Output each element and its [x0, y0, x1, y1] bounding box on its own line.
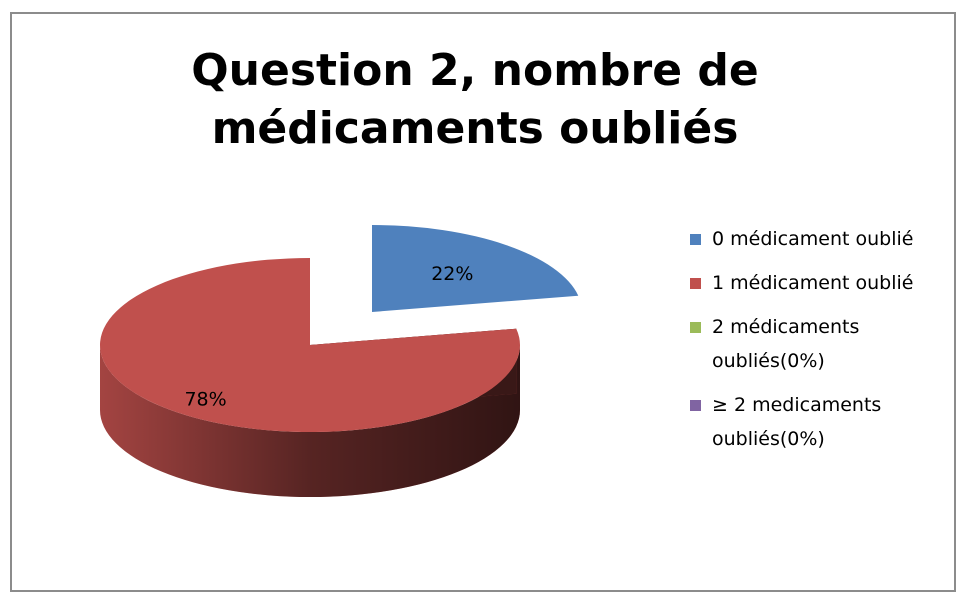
data-label: 78%	[184, 388, 226, 410]
legend-item: ≥ 2 medicaments oubliés(0%)	[690, 388, 922, 456]
legend-label: 1 médicament oublié	[712, 272, 914, 294]
legend-label: ≥ 2 medicaments oubliés(0%)	[712, 394, 882, 450]
legend-swatch	[690, 322, 701, 333]
legend-label: 0 médicament oublié	[712, 228, 914, 250]
slice	[100, 258, 521, 433]
legend-item: 2 médicaments oubliés(0%)	[690, 310, 922, 378]
legend: 0 médicament oublié 1 médicament oublié 2 …	[690, 222, 950, 466]
legend-item: 1 médicament oublié	[690, 266, 922, 300]
slice	[372, 225, 579, 312]
slice-side-shade	[100, 345, 520, 497]
legend-item: 0 médicament oublié	[690, 222, 922, 256]
legend-label: 2 médicaments oubliés(0%)	[712, 316, 860, 372]
legend-swatch	[690, 400, 701, 411]
chart-title: Question 2, nombre de médicaments oublié…	[191, 45, 759, 154]
data-label: 22%	[431, 263, 473, 285]
legend-swatch	[690, 234, 701, 245]
legend-swatch	[690, 278, 701, 289]
